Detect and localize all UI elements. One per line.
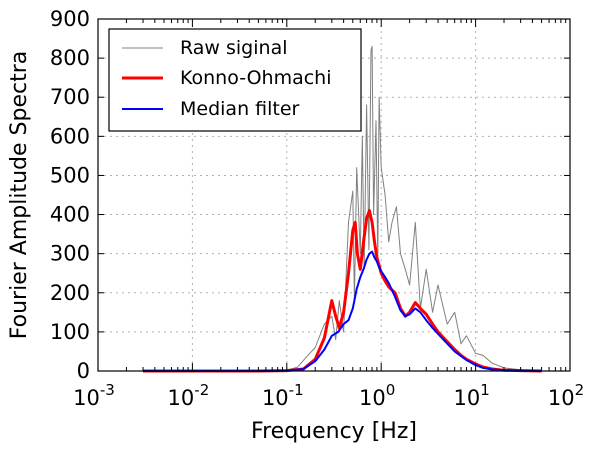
legend-label-konno: Konno-Ohmachi <box>180 67 332 89</box>
y-tick-label: 700 <box>50 85 90 109</box>
legend-box <box>108 28 362 132</box>
y-tick-label: 500 <box>50 163 90 187</box>
legend: Raw siginal Konno-Ohmachi Median filter <box>108 28 362 132</box>
y-tick-label: 800 <box>50 46 90 70</box>
series-line-1 <box>143 45 542 372</box>
x-tick-label: 102 <box>548 381 584 410</box>
y-tick-label: 100 <box>50 320 90 344</box>
x-axis-label: Frequency [Hz] <box>251 419 417 444</box>
y-tick-label: 400 <box>50 203 90 227</box>
y-tick-label: 300 <box>50 242 90 266</box>
x-tick-label: 101 <box>453 381 489 410</box>
y-tick-label: 0 <box>77 359 90 383</box>
y-tick-label: 600 <box>50 124 90 148</box>
y-tick-label: 900 <box>50 7 90 31</box>
plot-frame <box>97 18 571 372</box>
x-tick-label: 100 <box>359 381 395 410</box>
series-line-2 <box>143 209 542 373</box>
x-tick-label: 10-3 <box>73 381 115 410</box>
legend-label-raw: Raw siginal <box>180 37 288 59</box>
y-tick-label: 200 <box>50 281 90 305</box>
x-tick-label: 10-1 <box>262 381 304 410</box>
y-axis-label: Fourier Amplitude Spectra <box>7 51 32 339</box>
x-tick-label: 10-2 <box>168 381 210 410</box>
series-line-3 <box>143 250 542 372</box>
legend-label-median: Median filter <box>180 98 300 120</box>
axis-ticks: 0 100 200 300 400 500 600 700 800 900 10-3 10-2 10-1… <box>50 7 584 410</box>
series-lines <box>143 45 542 373</box>
